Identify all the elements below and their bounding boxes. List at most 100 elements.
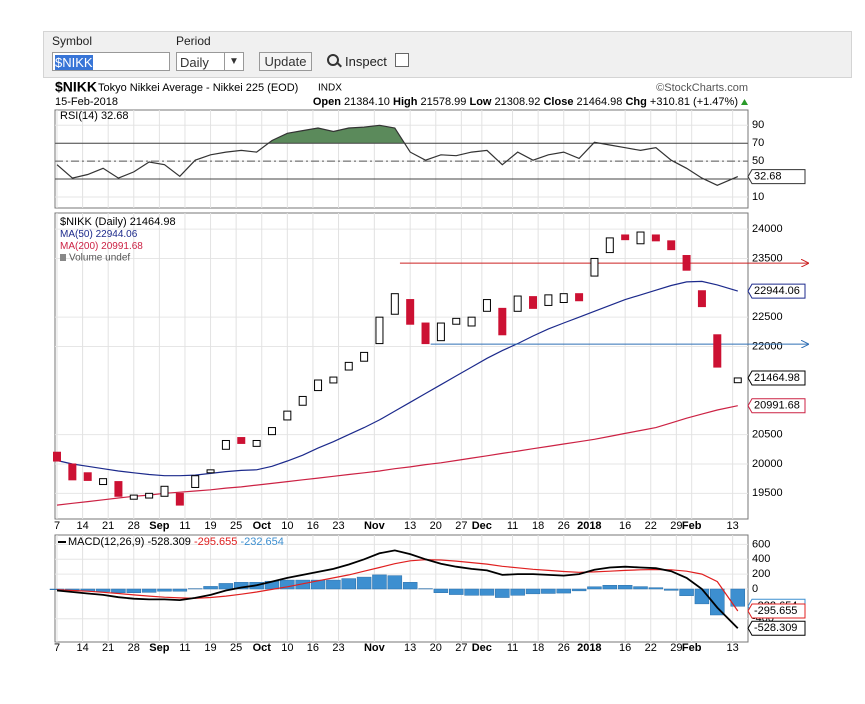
histogram-bar [172, 588, 188, 592]
x-tick-label: 16 [307, 642, 319, 654]
price-panel [54, 212, 749, 520]
value-box-label: 32.68 [754, 171, 782, 183]
macd-legend: MACD(12,26,9) -528.309 -295.655 -232.654 [68, 536, 284, 548]
histogram-bar [249, 582, 264, 590]
x-tick-label: 28 [128, 642, 140, 654]
candle [651, 234, 660, 242]
ma-name: MA(50) [60, 229, 93, 240]
x-tick-label: 18 [532, 520, 544, 532]
candle [544, 294, 553, 306]
symbol-input[interactable]: $NIKK [52, 52, 170, 71]
y-tick-label: 23500 [752, 252, 783, 264]
y-tick-label: 22500 [752, 311, 783, 323]
candle [206, 469, 215, 474]
x-tick-label: 22 [645, 520, 657, 532]
ma-value: 20991.68 [101, 241, 143, 252]
x-tick-label: 20 [430, 520, 442, 532]
x-tick-label: Nov [364, 520, 386, 532]
value-box-label: -232.654 [754, 600, 797, 612]
histogram-bar [541, 588, 556, 594]
close-label: Close [543, 96, 573, 108]
y-tick-label: 10 [752, 191, 764, 203]
inspect-label[interactable]: Inspect [345, 54, 387, 69]
ma-value: 22944.06 [96, 229, 138, 240]
rsi-value: 32.68 [101, 110, 129, 122]
x-tick-label: Feb [682, 520, 702, 532]
histogram-bar [602, 585, 618, 590]
histogram-bar [326, 579, 341, 590]
candle [421, 322, 430, 345]
candle [160, 485, 169, 497]
candle [129, 494, 138, 500]
candle [375, 316, 384, 345]
price-value: 21464.98 [130, 216, 176, 228]
candle [145, 492, 154, 499]
x-tick-label: Dec [472, 642, 492, 654]
update-button[interactable]: Update [259, 52, 312, 71]
candle [733, 377, 742, 384]
period-label: Period [176, 34, 211, 48]
period-select[interactable]: Daily ▼ [176, 52, 244, 71]
x-tick-label: 27 [455, 642, 467, 654]
histogram-bar [126, 588, 142, 593]
candle [114, 481, 123, 497]
histogram-bar [141, 588, 157, 593]
rsi-line [56, 124, 739, 186]
value-box [747, 603, 806, 619]
symbol-label: Symbol [52, 34, 93, 48]
x-tick-label: Feb [682, 642, 702, 654]
histogram-bar [234, 582, 249, 590]
high-label: High [393, 96, 418, 108]
histogram-bar [679, 588, 694, 596]
histogram-bar [49, 588, 65, 590]
ma-legend: MA(200) 20991.68 [60, 241, 143, 252]
histogram-bar [218, 583, 234, 590]
histogram-bar [65, 588, 80, 591]
x-tick-label: Sep [149, 642, 169, 654]
histogram-bar [111, 588, 126, 593]
histogram-bar [356, 576, 372, 590]
value-box [747, 370, 806, 386]
x-tick-label: 19 [204, 520, 216, 532]
candle [329, 376, 338, 384]
y-tick-label: 50 [752, 155, 764, 167]
candle [621, 234, 630, 241]
x-tick-label: 11 [179, 642, 190, 654]
histogram-bar [495, 588, 510, 598]
histogram-bar [95, 588, 111, 592]
candle [406, 299, 415, 325]
candle [390, 293, 399, 315]
x-tick-label: 13 [727, 520, 739, 532]
ma-name: MA(200) [60, 241, 98, 252]
inspect-icon[interactable] [327, 54, 339, 66]
macd-panel [54, 534, 749, 643]
up-arrow [741, 99, 748, 105]
histogram-value: -232.654 [240, 536, 283, 548]
inspect-checkbox[interactable] [395, 53, 409, 67]
volume-icon [60, 254, 66, 261]
candle [513, 295, 522, 312]
x-tick-label: 19 [204, 642, 216, 654]
y-tick-label: 22000 [752, 340, 783, 352]
histogram-bar [402, 582, 418, 590]
histogram-bar [264, 580, 280, 590]
macd-value: -528.309 [147, 536, 190, 548]
candle [605, 237, 614, 254]
histogram-bar [203, 586, 218, 590]
value-box-label: -528.309 [754, 622, 797, 634]
histogram-bar [295, 579, 310, 590]
y-tick-label: 90 [752, 119, 764, 131]
histogram-bar [571, 588, 587, 592]
histogram-bar [387, 575, 403, 590]
header-symbol: $NIKK [55, 79, 97, 95]
histogram-bar [464, 588, 479, 596]
header-source: ©StockCharts.com [656, 82, 748, 94]
y-tick-label: 19500 [752, 487, 783, 499]
value-box [747, 169, 806, 185]
x-tick-label: 2018 [577, 520, 601, 532]
x-tick-label: Sep [149, 520, 169, 532]
candle [559, 293, 568, 303]
symbol-value: $NIKK [55, 55, 93, 70]
